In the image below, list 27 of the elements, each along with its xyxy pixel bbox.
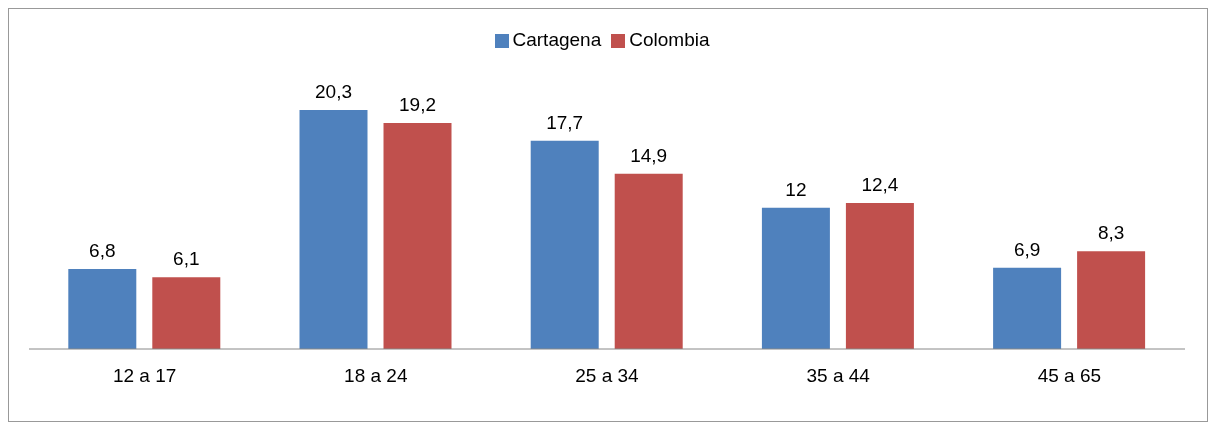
bar: [299, 110, 368, 349]
x-tick-label: 45 a 65: [1037, 365, 1102, 387]
data-label: 17,7: [546, 111, 584, 133]
bar: [761, 207, 830, 349]
data-label: 8,3: [1097, 222, 1125, 244]
bar: [530, 140, 599, 349]
data-label: 14,9: [630, 144, 668, 166]
data-label: 12: [785, 178, 807, 200]
data-label: 6,9: [1013, 238, 1041, 260]
legend-label: Colombia: [629, 29, 710, 50]
bar: [152, 277, 221, 349]
data-label: 20,3: [315, 81, 352, 103]
data-label: 12,4: [861, 174, 899, 196]
x-tick-label: 18 a 24: [344, 365, 408, 387]
x-tick-label: 35 a 44: [806, 365, 871, 387]
bar: [383, 123, 452, 349]
bar: [68, 268, 137, 349]
bar: [993, 267, 1062, 349]
x-tick-label: 25 a 34: [575, 365, 640, 387]
legend-label: Cartagena: [512, 29, 602, 50]
x-tick-label: 12 a 17: [112, 365, 177, 387]
data-label: 6,8: [89, 239, 116, 261]
bar: [845, 203, 914, 349]
bar: [614, 173, 683, 349]
data-label: 19,2: [399, 94, 436, 116]
bar: [1077, 251, 1146, 349]
data-label: 6,1: [173, 248, 200, 270]
